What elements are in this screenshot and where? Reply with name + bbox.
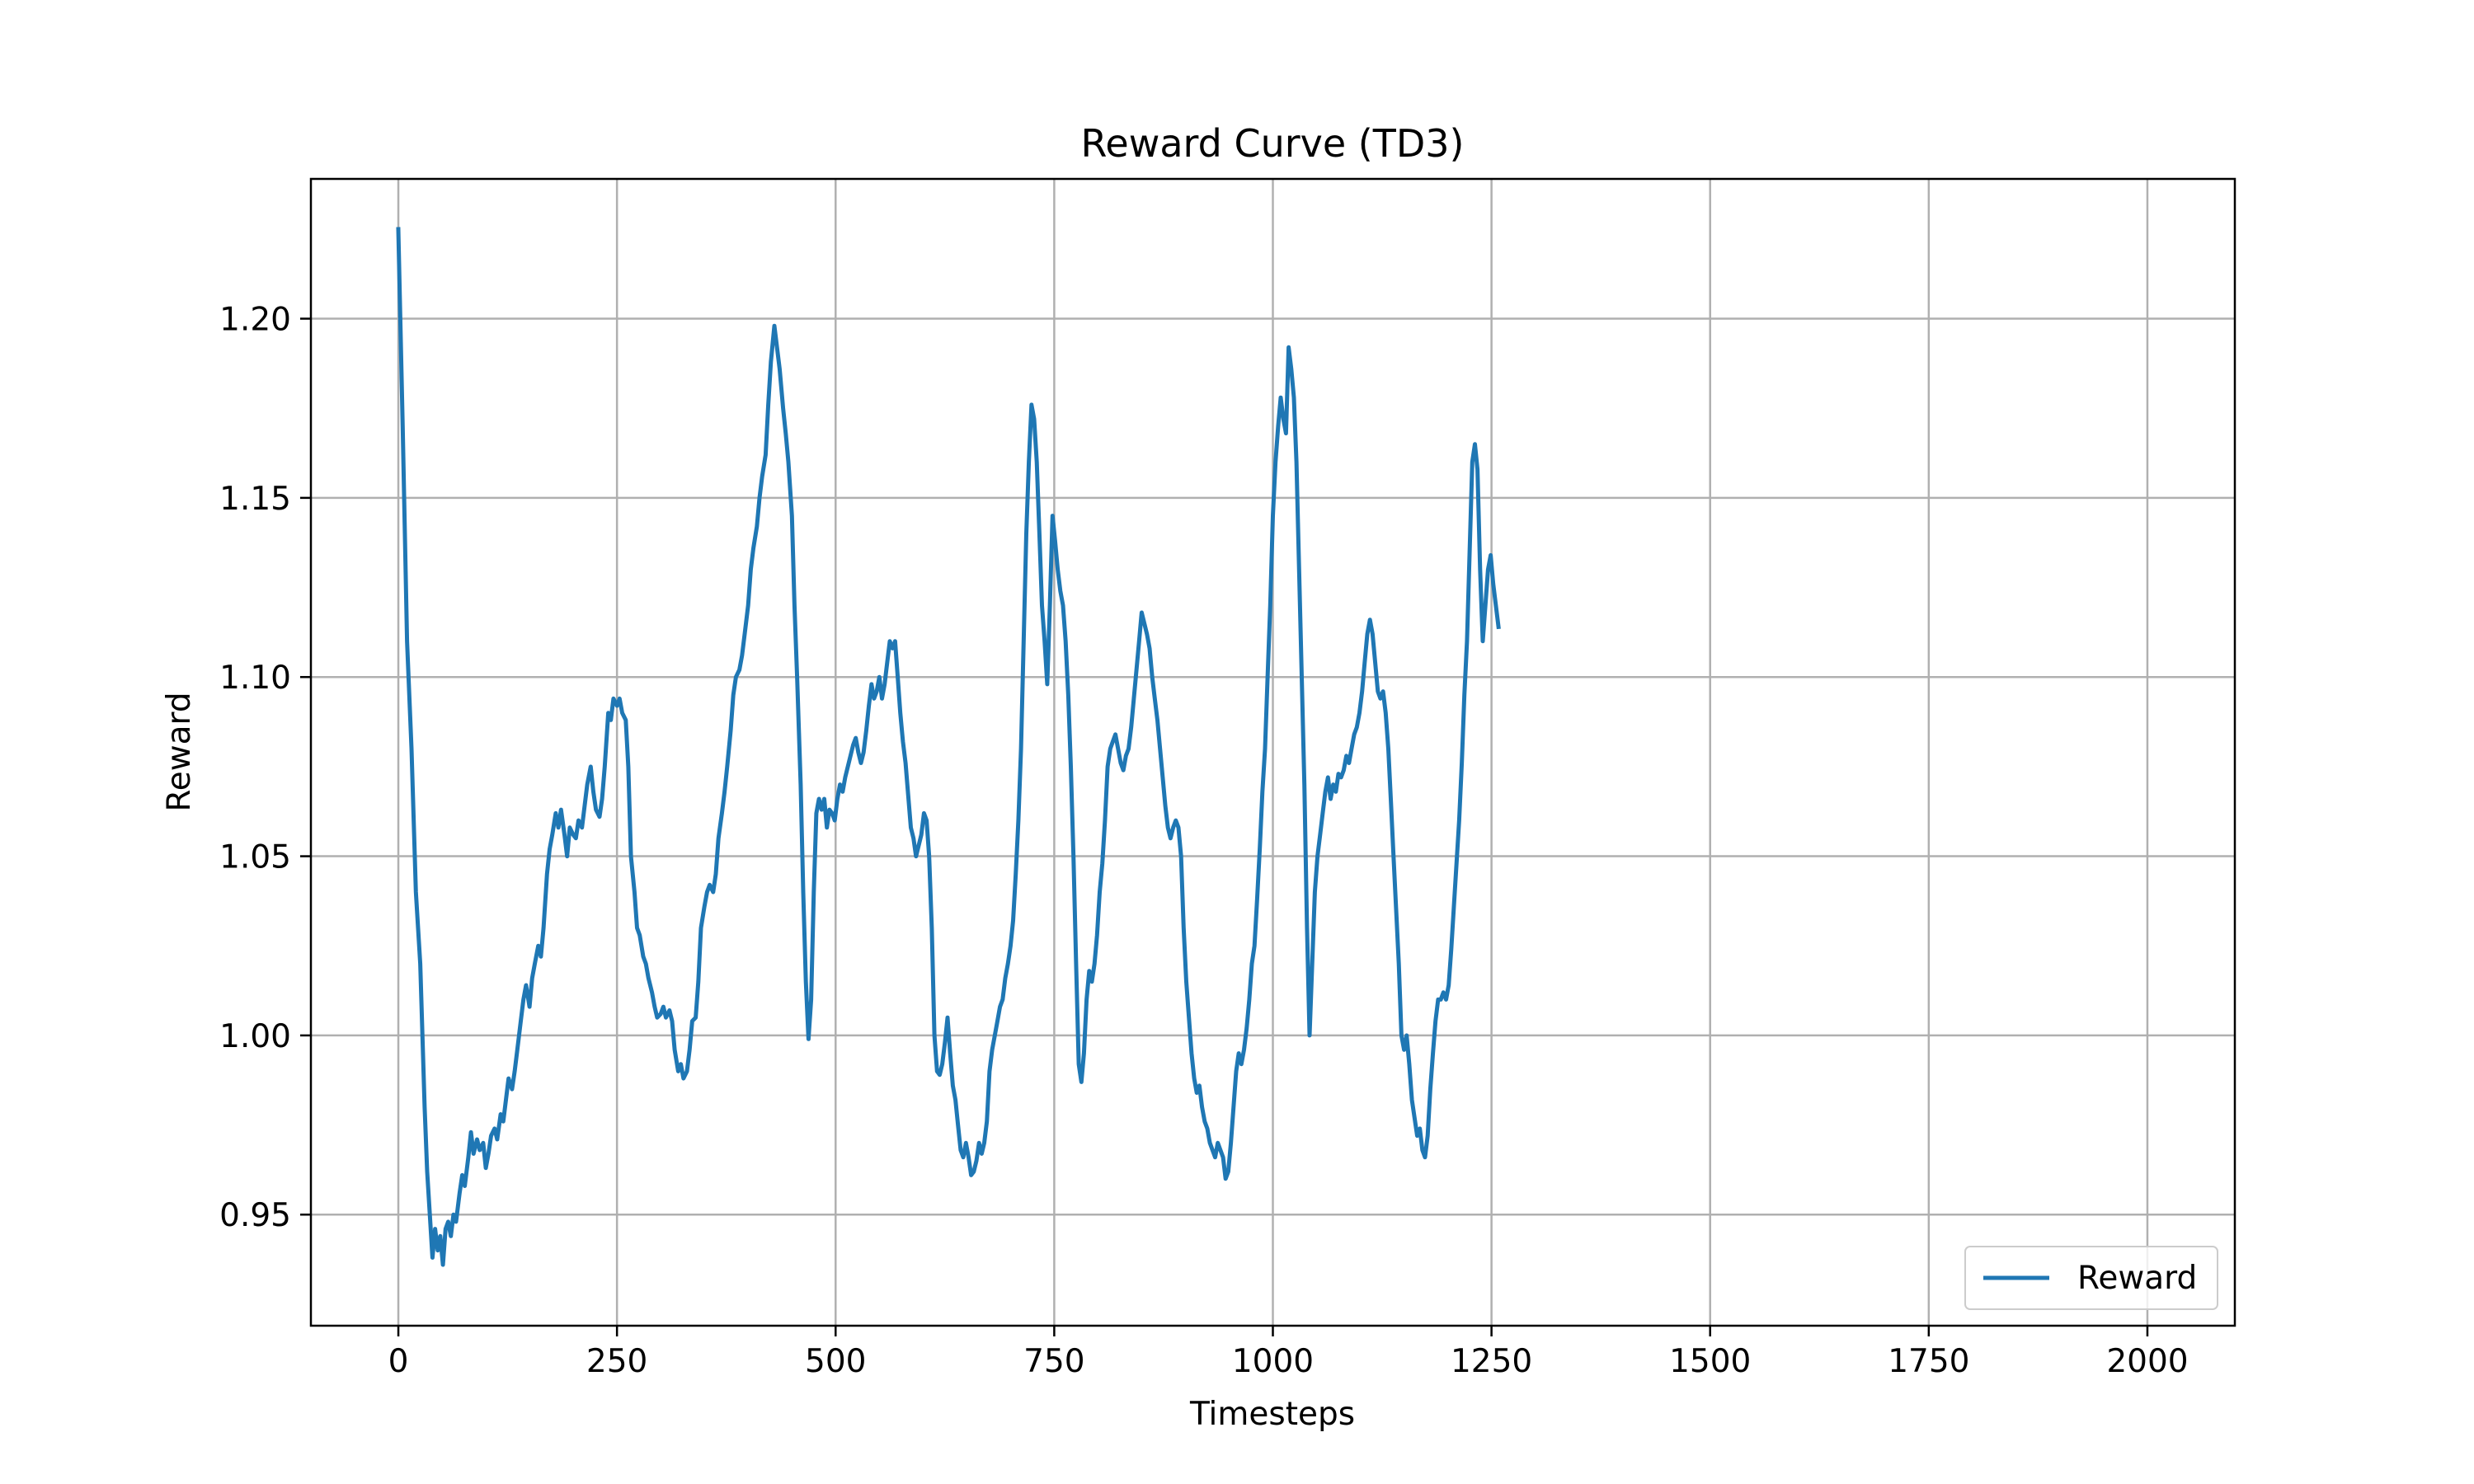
y-tick-label: 1.10 [219, 660, 291, 697]
x-tick-label: 1500 [1669, 1343, 1751, 1380]
plot-frame [309, 177, 2236, 1327]
grid-lines [311, 179, 2235, 1326]
x-axis-label: Timesteps [1189, 1396, 1355, 1433]
series-line-reward [396, 227, 1501, 1267]
series-layer [396, 227, 1501, 1267]
x-tick-label: 500 [805, 1343, 866, 1380]
y-tick-label: 1.05 [219, 839, 291, 876]
y-tick-label: 1.20 [219, 302, 291, 339]
y-tick-label: 1.00 [219, 1018, 291, 1055]
x-tick-label: 1250 [1451, 1343, 1532, 1380]
x-axis-ticks: 0 250 500 750 1000 1250 1500 1750 2000 [388, 1326, 2189, 1380]
legend-label-reward: Reward [2077, 1260, 2197, 1297]
x-tick-label: 250 [586, 1343, 647, 1380]
x-tick-label: 1750 [1888, 1343, 1969, 1380]
chart-title: Reward Curve (TD3) [1081, 121, 1465, 166]
legend: Reward [1964, 1246, 2218, 1310]
x-tick-label: 750 [1023, 1343, 1084, 1380]
x-tick-label: 2000 [2106, 1343, 2188, 1380]
y-tick-label: 1.15 [219, 481, 291, 518]
y-axis-ticks: 0.95 1.00 1.05 1.10 1.15 1.20 [219, 302, 311, 1234]
x-tick-label: 0 [388, 1343, 409, 1380]
legend-box [1964, 1246, 2218, 1310]
y-axis-label: Reward [161, 692, 198, 811]
y-tick-label: 0.95 [219, 1197, 291, 1234]
x-tick-label: 1000 [1232, 1343, 1314, 1380]
